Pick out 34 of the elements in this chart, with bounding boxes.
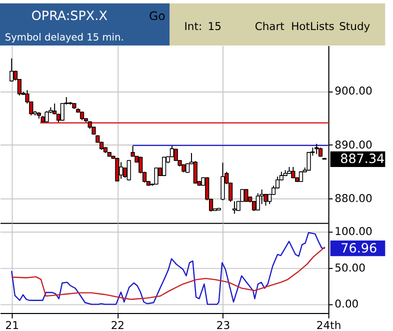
y-tick-label: 880.00	[334, 192, 373, 206]
x-tick-label: 22	[110, 319, 125, 331]
annotation: 76.96	[340, 241, 378, 256]
y-tick-label: 50.00	[334, 261, 366, 274]
candlestick	[10, 58, 14, 82]
text: OPRA:SPX.X	[31, 8, 108, 24]
candlestick	[244, 188, 248, 202]
candlestick	[256, 192, 260, 211]
text: Int:	[184, 20, 202, 33]
candlestick	[314, 143, 319, 155]
candlestick	[115, 157, 120, 182]
y-tick-label: 0.00	[334, 298, 359, 311]
text: 15	[208, 20, 222, 33]
text: Go	[148, 8, 166, 23]
candlestick	[119, 162, 124, 180]
candlestick	[174, 148, 178, 162]
y-tick-label: 890.00	[334, 138, 373, 152]
candlestick	[162, 156, 166, 177]
line-series	[11, 246, 326, 300]
candlestick	[220, 162, 225, 201]
x-tick-label: 24th	[316, 319, 342, 331]
text: HotLists	[291, 20, 335, 33]
x-tick-label: 23	[216, 319, 230, 331]
candlestick	[44, 110, 49, 123]
text: Chart	[254, 20, 284, 33]
x-tick-label: 21	[5, 319, 19, 331]
annotation: 887.34	[340, 152, 385, 168]
line-series	[11, 232, 326, 305]
candlestick	[232, 200, 237, 214]
y-tick-label: 900.00	[334, 84, 373, 98]
text: Symbol delayed 15 min.	[4, 32, 124, 44]
candlestick	[126, 159, 131, 181]
y-tick-label: 100.00	[334, 225, 373, 238]
text: Study	[339, 20, 371, 33]
